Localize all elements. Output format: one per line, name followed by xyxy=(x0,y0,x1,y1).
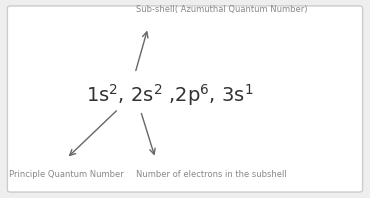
FancyBboxPatch shape xyxy=(7,6,363,192)
Text: Number of electrons in the subshell: Number of electrons in the subshell xyxy=(135,170,286,179)
Text: $\mathregular{1s^2}$, $\mathregular{2s^2}$ ,$\mathregular{2p^6}$, $\mathregular{: $\mathregular{1s^2}$, $\mathregular{2s^2… xyxy=(87,82,254,108)
Text: Sub-shell( Azumuthal Quantum Number): Sub-shell( Azumuthal Quantum Number) xyxy=(136,5,308,14)
Text: Principle Quantum Number: Principle Quantum Number xyxy=(9,170,124,179)
